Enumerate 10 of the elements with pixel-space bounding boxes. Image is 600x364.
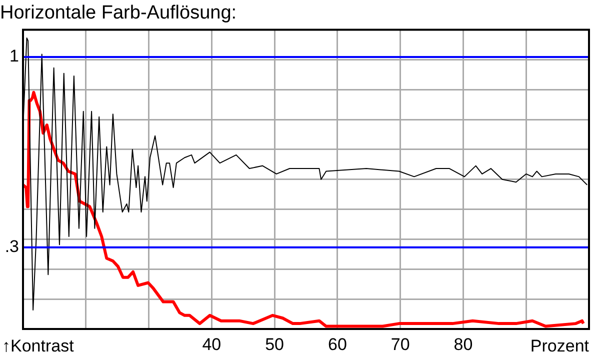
y-tick-label: 1	[10, 46, 19, 66]
x-tick-label: 40	[202, 334, 222, 354]
chart-title: Horizontale Farb-Auflösung:	[0, 2, 237, 24]
y-axis-title: ↑Kontrast	[2, 336, 74, 356]
x-tick-label: 60	[328, 334, 347, 354]
x-axis-title: Prozent	[530, 336, 590, 356]
y-tick-label: .3	[4, 237, 19, 256]
x-tick-label: 50	[265, 334, 284, 354]
x-tick-label: 70	[390, 334, 410, 354]
x-tick-label: 80	[454, 334, 473, 354]
